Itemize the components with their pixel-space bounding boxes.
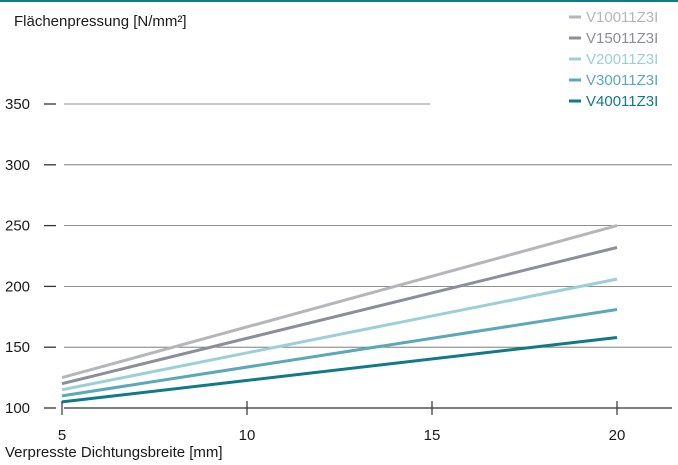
legend-label: V30011Z3I (586, 72, 658, 89)
legend-label: V15011Z3I (586, 30, 658, 47)
x-tick-label: 15 (424, 427, 441, 444)
y-axis: 100 150 200 250 300 350 (5, 96, 672, 417)
legend: V10011Z3I V15011Z3I V20011Z3I V30011Z3I V400… (569, 9, 658, 110)
x-tick-label: 5 (58, 427, 66, 444)
series-line (61, 277, 618, 392)
y-axis-label: Flächenpressung [N/mm²] (14, 13, 187, 30)
series-line (61, 335, 618, 404)
x-axis: 5 10 15 20 (58, 401, 672, 444)
y-tick-label: 200 (5, 278, 30, 295)
y-tick-label: 150 (5, 339, 30, 356)
x-axis-label: Verpresste Dichtungsbreite [mm] (5, 444, 223, 461)
x-tick-label: 20 (609, 427, 626, 444)
series-layer (61, 224, 618, 404)
series-line (61, 308, 618, 398)
legend-label: V40011Z3I (586, 93, 658, 110)
y-tick-label: 350 (5, 96, 30, 113)
legend-label: V20011Z3I (586, 51, 658, 68)
series-line (61, 224, 618, 380)
y-tick-label: 100 (5, 400, 30, 417)
legend-label: V10011Z3I (586, 9, 658, 26)
series-line (61, 246, 618, 386)
x-tick-label: 10 (239, 427, 256, 444)
y-tick-label: 300 (5, 157, 30, 174)
y-tick-label: 250 (5, 218, 30, 235)
